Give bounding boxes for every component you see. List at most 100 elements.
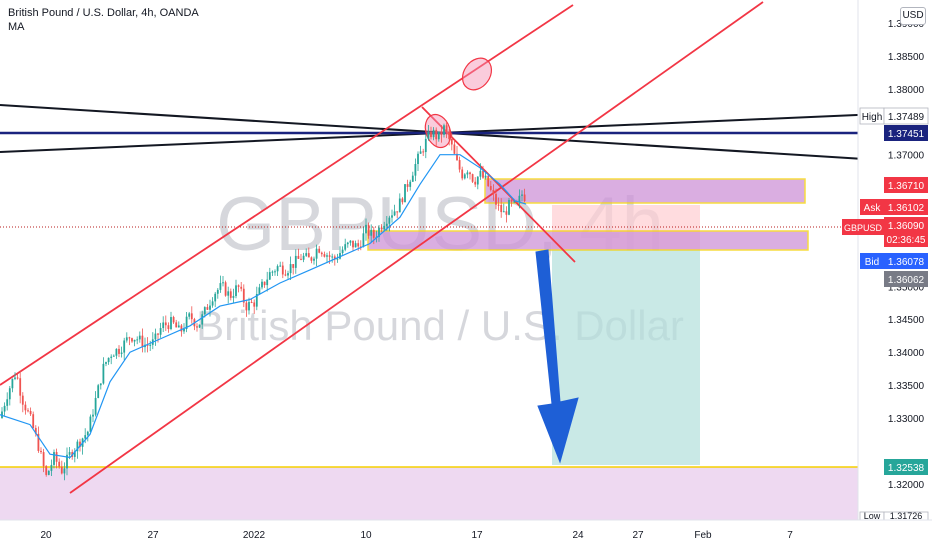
candle-body — [47, 470, 50, 475]
lower-rectangle[interactable] — [367, 230, 809, 251]
candle-body — [84, 435, 87, 439]
supply-price-text: 1.36710 — [888, 181, 925, 192]
bottom-zone[interactable] — [0, 467, 858, 527]
candle-body — [73, 451, 76, 457]
candle-body — [268, 272, 271, 280]
candle-body — [146, 344, 149, 346]
candle-body — [489, 186, 492, 190]
ma-indicator-label[interactable]: MA — [8, 21, 25, 33]
low-label-text: Low — [864, 511, 881, 521]
highlight-circle-peak[interactable] — [421, 111, 455, 151]
candle-body — [458, 160, 461, 170]
downtrend-line[interactable] — [421, 106, 576, 263]
support-price-label: 1.32538 — [884, 459, 928, 475]
candle-body — [505, 211, 508, 215]
candle-body — [21, 395, 24, 405]
candle-body — [339, 253, 341, 259]
candle-body — [320, 252, 323, 255]
candle-body — [346, 242, 349, 245]
candle-body — [289, 264, 292, 274]
x-tick-label: 17 — [471, 530, 483, 541]
candle-body — [79, 441, 81, 447]
candle-body — [502, 211, 505, 213]
candle-body — [16, 377, 19, 379]
support-price-text: 1.32538 — [888, 463, 925, 474]
candle-body — [261, 281, 263, 288]
candle-body — [14, 377, 16, 379]
upper-rectangle[interactable] — [484, 178, 806, 204]
candle-body — [219, 283, 222, 290]
candle-body — [323, 254, 326, 257]
candle-body — [500, 205, 503, 213]
candle-body — [258, 287, 261, 295]
candle-body — [484, 175, 487, 178]
candle-body — [123, 340, 126, 353]
candle-body — [365, 224, 367, 234]
channel-upper[interactable] — [0, 4, 574, 386]
candle-body — [224, 282, 227, 296]
candle-body — [424, 138, 427, 153]
candle-body — [255, 294, 258, 307]
candle-body — [66, 454, 68, 469]
symbol-title[interactable]: British Pound / U.S. Dollar, 4h, OANDA — [8, 7, 199, 19]
ask-price-text: 1.36102 — [888, 203, 925, 214]
candle-body — [206, 307, 209, 310]
bid-price-text: 1.36078 — [888, 257, 925, 268]
candle-body — [188, 313, 191, 317]
candle-body — [521, 194, 523, 196]
candle-body — [99, 383, 102, 386]
candle-body — [495, 193, 497, 205]
candle-body — [232, 296, 235, 298]
candle-body — [154, 333, 157, 340]
candle-body — [53, 452, 55, 465]
candle-body — [315, 248, 318, 259]
short-position-profit-area[interactable] — [552, 250, 700, 465]
candle-body — [110, 356, 113, 358]
candle-body — [45, 466, 48, 475]
candle-body — [398, 198, 401, 213]
candle-body — [414, 164, 417, 176]
y-tick-label: 1.33000 — [888, 414, 925, 425]
candle-body — [430, 132, 432, 138]
candle-body — [40, 450, 42, 453]
candle-body — [86, 431, 89, 436]
ask-price-label: Ask 1.36102 — [860, 199, 928, 215]
candle-body — [479, 170, 482, 177]
x-tick-label: 20 — [40, 530, 52, 541]
candle-body — [196, 326, 198, 328]
x-tick-label: 27 — [147, 530, 159, 541]
down-arrow — [535, 249, 579, 464]
x-tick-label: 24 — [572, 530, 584, 541]
candle-body — [42, 452, 45, 467]
candle-body — [167, 325, 170, 330]
x-tick-label: 10 — [360, 530, 372, 541]
currency-button[interactable]: USD — [900, 7, 926, 25]
candle-body — [94, 397, 97, 415]
candle-body — [310, 257, 313, 261]
candle-body — [32, 414, 35, 428]
highlight-circle-top[interactable] — [457, 53, 498, 96]
candle-body — [300, 258, 302, 260]
y-tick-label: 1.37000 — [888, 151, 925, 162]
symbol-label-text: GBPUSD — [844, 223, 883, 233]
candle-body — [349, 240, 352, 243]
candle-body — [76, 441, 79, 452]
candle-body — [492, 189, 495, 194]
time-axis[interactable] — [0, 520, 932, 550]
candle-body — [292, 264, 295, 268]
time-axis-ticks: 20 27 2022 10 17 24 27 Feb 7 — [40, 530, 793, 541]
candle-body — [159, 328, 162, 335]
candle-body — [469, 172, 471, 175]
candle-body — [383, 225, 386, 230]
candle-body — [37, 433, 40, 451]
candle-body — [302, 255, 305, 260]
y-tick-label: 1.32000 — [888, 480, 925, 491]
candle-body — [60, 466, 63, 474]
y-tick-label: 1.34500 — [888, 315, 925, 326]
candle-body — [27, 410, 29, 412]
y-tick-label: 1.38500 — [888, 52, 925, 63]
channel-lower[interactable] — [69, 1, 764, 494]
candle-body — [136, 339, 139, 341]
candle-body — [450, 139, 453, 145]
